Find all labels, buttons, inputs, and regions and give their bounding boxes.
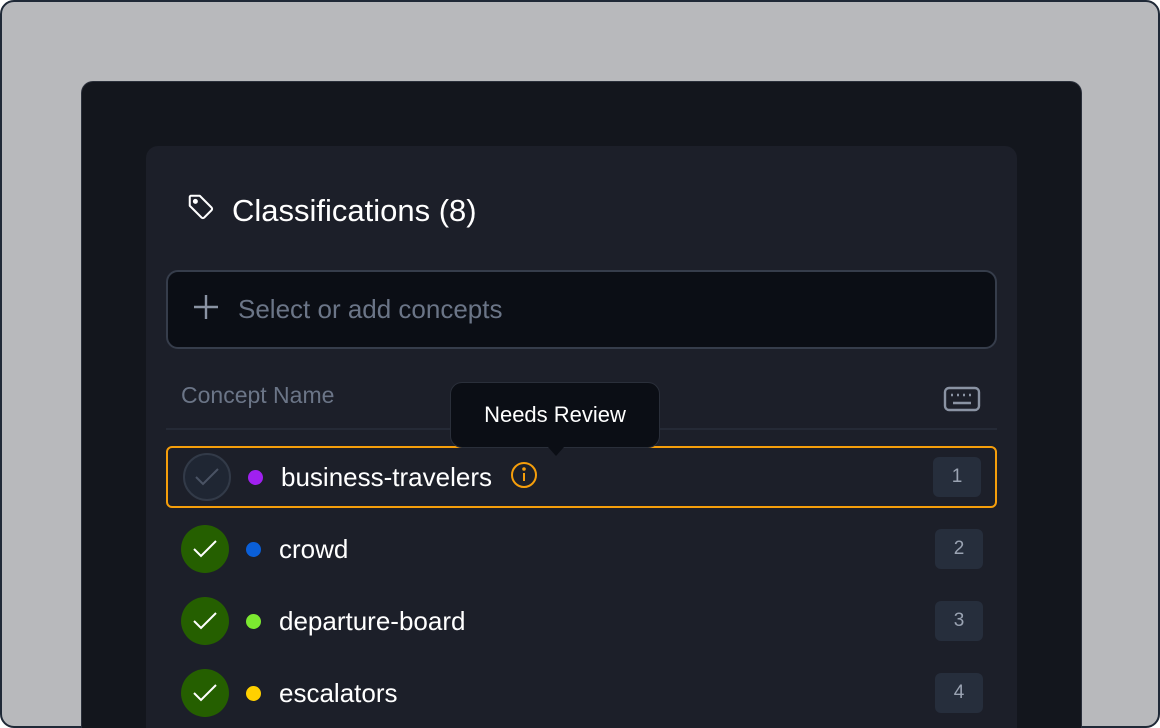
concept-search-field[interactable]: [166, 270, 997, 349]
concept-name: escalators: [279, 677, 398, 708]
keyboard-icon[interactable]: [943, 386, 981, 417]
concept-row[interactable]: crowd 2: [166, 518, 997, 580]
check-toggle[interactable]: [181, 525, 229, 573]
shortcut-badge: 3: [935, 601, 983, 641]
check-icon: [193, 684, 217, 702]
shortcut-badge: 4: [935, 673, 983, 713]
shortcut-badge: 1: [933, 457, 981, 497]
needs-review-tooltip: Needs Review: [450, 382, 660, 456]
concept-color-dot: [248, 469, 263, 485]
check-toggle[interactable]: [183, 453, 231, 501]
check-toggle[interactable]: [181, 669, 229, 717]
concept-row[interactable]: escalators 4: [166, 662, 997, 724]
check-toggle[interactable]: [181, 597, 229, 645]
info-icon[interactable]: [510, 461, 538, 494]
concept-name: crowd: [279, 533, 349, 564]
tag-icon: [186, 192, 216, 230]
column-header-concept-name: Concept Name: [181, 382, 335, 408]
app-window: Classifications (8) Concept Name Needs R…: [81, 81, 1082, 728]
panel-title: Classifications (8): [232, 193, 477, 228]
concept-row[interactable]: departure-board 3: [166, 590, 997, 652]
shortcut-badge: 2: [935, 529, 983, 569]
check-icon: [193, 612, 217, 630]
check-icon: [195, 468, 219, 486]
concept-color-dot: [246, 685, 261, 701]
concept-search-input[interactable]: [238, 294, 938, 325]
panel-header: Classifications (8): [186, 192, 477, 230]
concept-row[interactable]: business-travelers 1: [166, 446, 997, 508]
concept-name: business-travelers: [281, 461, 492, 492]
classifications-panel: Classifications (8) Concept Name Needs R…: [146, 146, 1017, 728]
concept-color-dot: [246, 541, 261, 557]
concept-color-dot: [246, 613, 261, 629]
check-icon: [193, 540, 217, 558]
concept-name: departure-board: [279, 605, 466, 636]
plus-icon: [192, 293, 220, 326]
